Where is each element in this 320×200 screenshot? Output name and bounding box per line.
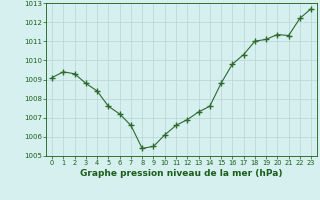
X-axis label: Graphe pression niveau de la mer (hPa): Graphe pression niveau de la mer (hPa) [80,169,283,178]
